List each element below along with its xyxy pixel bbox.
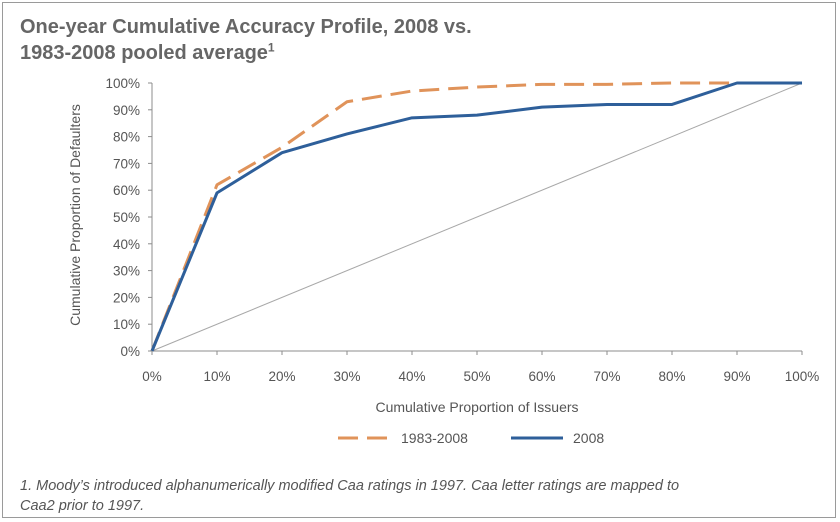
legend: 1983-2008 2008 (338, 430, 604, 446)
legend-label-1: 2008 (573, 430, 604, 446)
y-axis-label: Cumulative Proportion of Defaulters (67, 104, 83, 326)
y-tick-label: 60% (113, 183, 140, 198)
chart-title-line2-text: 1983-2008 pooled average (20, 42, 268, 64)
x-tick-label: 60% (528, 369, 555, 384)
x-tick-label: 10% (203, 369, 230, 384)
x-tick-label: 20% (268, 369, 295, 384)
footnote: 1. Moody’s introduced alphanumerically m… (20, 476, 820, 516)
x-tick-label: 30% (333, 369, 360, 384)
reference-diagonal-line (151, 82, 803, 352)
footnote-line1: 1. Moody’s introduced alphanumerically m… (20, 478, 680, 494)
chart-title-line2: 1983-2008 pooled average1 (20, 40, 580, 66)
y-tick-label: 50% (113, 210, 140, 225)
y-tick-label: 10% (113, 317, 140, 332)
x-tick-label: 70% (593, 369, 620, 384)
y-tick-label: 30% (113, 264, 140, 279)
x-axis-label: Cumulative Proportion of Issuers (375, 399, 578, 415)
ticks-layer: 0% 10% 20% 30% 40% 50% 60% 70% 80% 90% 100% 0% 10% 20… (105, 76, 819, 384)
y-tick-label: 70% (113, 156, 140, 171)
y-tick-label: 20% (113, 290, 140, 305)
chart-title: One-year Cumulative Accuracy Profile, 20… (20, 14, 580, 66)
y-tick-label: 80% (113, 130, 140, 145)
x-tick-label: 50% (463, 369, 490, 384)
footnote-line2: Caa2 prior to 1997. (20, 498, 145, 514)
x-tick-label: 40% (398, 369, 425, 384)
x-tick-label: 100% (785, 369, 820, 384)
chart-title-line1: One-year Cumulative Accuracy Profile, 20… (20, 16, 472, 38)
legend-label-0: 1983-2008 (401, 430, 468, 446)
y-tick-label: 100% (105, 76, 140, 91)
x-tick-label: 80% (658, 369, 685, 384)
y-tick-label: 40% (113, 237, 140, 252)
y-tick-label: 90% (113, 103, 140, 118)
y-tick-label: 0% (120, 344, 140, 359)
reference-layer (151, 82, 803, 352)
series-layer (150, 81, 802, 352)
footnote-marker: 1 (267, 40, 275, 55)
series-line-0 (150, 81, 802, 352)
line-chart: 0% 10% 20% 30% 40% 50% 60% 70% 80% 90% 100% 0% 10% 20… (67, 76, 819, 446)
series-line-1 (150, 81, 802, 352)
x-tick-label: 0% (142, 369, 162, 384)
x-tick-label: 90% (723, 369, 750, 384)
